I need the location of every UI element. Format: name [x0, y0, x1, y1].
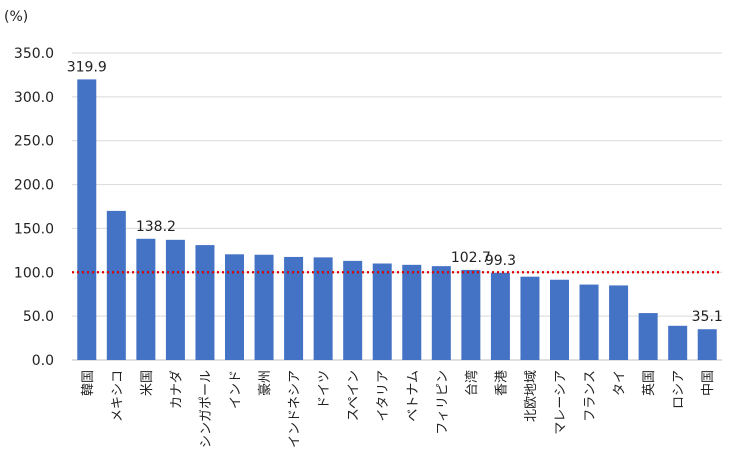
category-labels: 韓国 メキシコ 米国 カナダ シンガポール インド 豪州 インドネシア ドイツ スペイン イタリアベ…	[81, 370, 716, 448]
bars	[77, 79, 717, 360]
y-unit-label: (%)	[4, 9, 28, 25]
x-category-label: タイ	[613, 370, 628, 396]
bar	[254, 254, 274, 360]
data-label: 102.7	[451, 250, 491, 266]
bar	[225, 254, 244, 360]
x-category-label: フィリピン	[435, 370, 450, 435]
data-label: 319.9	[67, 59, 107, 75]
bar	[106, 210, 126, 360]
bar	[372, 263, 392, 360]
bar	[165, 239, 185, 360]
bar	[697, 329, 717, 360]
y-tick-label: 150.0	[14, 221, 54, 237]
y-tick-label: 50.0	[23, 309, 54, 325]
data-label: 99.3	[485, 253, 516, 269]
y-tick-label: 0.0	[32, 353, 54, 369]
y-tick-label: 300.0	[14, 90, 54, 106]
x-category-label: ドイツ	[317, 370, 332, 409]
y-tick-label: 250.0	[14, 134, 54, 150]
bar	[343, 260, 363, 360]
x-category-label: 韓国	[81, 370, 96, 396]
x-category-label: 米国	[140, 370, 155, 396]
x-category-label: 英国	[642, 370, 657, 396]
bar	[638, 313, 658, 360]
bar	[609, 285, 629, 360]
x-category-label: 香港	[494, 370, 509, 396]
x-category-label: シンガポール	[199, 370, 214, 448]
x-category-label: インドネシア	[288, 370, 303, 448]
x-category-label: ロシア	[672, 370, 687, 409]
x-category-label: 北欧地域	[524, 370, 539, 422]
x-category-label: ベトナム	[406, 370, 421, 422]
data-labels: 319.9 138.2 102.799.3 35.1	[67, 59, 723, 325]
bar	[284, 256, 304, 360]
x-category-label: イタリア	[376, 370, 391, 421]
bar	[431, 266, 451, 360]
bar	[490, 272, 510, 360]
x-category-label: カナダ	[169, 370, 184, 409]
bar	[136, 238, 156, 360]
x-category-label: メキシコ	[110, 370, 125, 422]
x-category-label: マレーシア	[554, 370, 569, 435]
x-category-label: 台湾	[464, 370, 480, 396]
x-category-label: スペイン	[347, 370, 362, 421]
bar	[402, 264, 422, 360]
y-axis-ticks: 0.0 50.0 100.0 150.0 200.0 250.0 300.0 350.0	[14, 46, 54, 369]
bar	[313, 257, 333, 360]
bar	[579, 284, 599, 360]
x-category-label: 豪州	[257, 370, 273, 396]
x-category-label: フランス	[583, 370, 598, 422]
y-tick-label: 350.0	[14, 46, 54, 62]
bar	[668, 325, 688, 360]
bar	[550, 279, 569, 360]
data-label: 138.2	[136, 219, 176, 235]
x-category-label: 中国	[701, 370, 716, 396]
y-tick-label: 200.0	[14, 178, 54, 194]
bar	[520, 276, 540, 360]
y-tick-label: 100.0	[14, 265, 54, 281]
bar	[461, 269, 481, 360]
bar	[77, 79, 97, 360]
x-category-label: インド	[229, 370, 244, 409]
bar	[195, 245, 215, 360]
data-label: 35.1	[692, 309, 723, 325]
